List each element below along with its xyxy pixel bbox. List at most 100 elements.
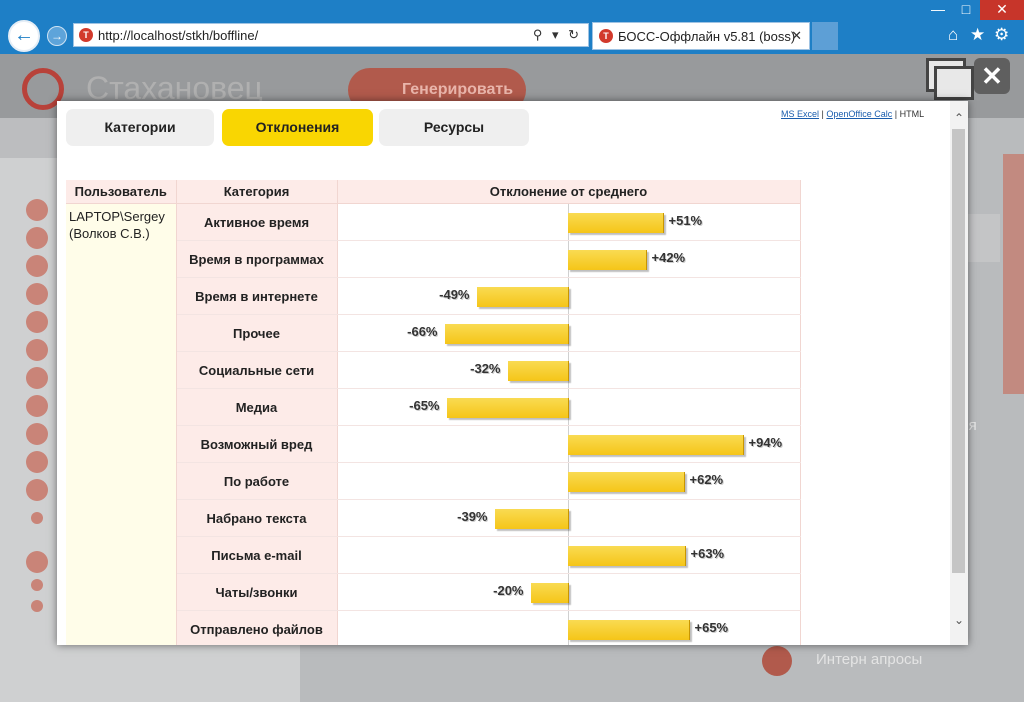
- maximize-button[interactable]: □: [961, 1, 971, 17]
- sidebar-home-icon: [26, 395, 48, 417]
- category-label: Письма e-mail: [176, 536, 338, 574]
- bar-cell: +51%: [337, 203, 801, 241]
- scrollbar-thumb[interactable]: [952, 129, 965, 573]
- minimize-button[interactable]: —: [931, 1, 945, 17]
- export-links: MS Excel | OpenOffice Calc | HTML: [781, 109, 924, 119]
- header-category: Категория: [176, 180, 338, 204]
- tab-resources[interactable]: Ресурсы: [379, 109, 529, 146]
- sidebar-home-icon: [26, 479, 48, 501]
- user-login: LAPTOP\Sergey: [69, 209, 165, 224]
- address-tools-icons[interactable]: ⚲ ▾ ↻: [532, 27, 582, 42]
- forward-button[interactable]: →: [47, 26, 67, 46]
- back-button[interactable]: ←: [8, 20, 40, 52]
- app-bottom-logo-icon: [762, 646, 792, 676]
- scroll-down-icon[interactable]: ⌄: [953, 613, 965, 627]
- header-deviation: Отклонение от среднего: [337, 180, 801, 204]
- deviation-bar: [567, 435, 744, 455]
- deviation-bar: [494, 509, 569, 529]
- bar-cell: -39%: [337, 499, 801, 537]
- vertical-scrollbar[interactable]: ⌃ ⌄: [950, 101, 968, 645]
- site-favicon-icon: Т: [79, 28, 93, 42]
- table-row: LAPTOP\Sergey (Волков С.В.) Активное время…: [66, 203, 801, 645]
- bar-value-label: +65%: [694, 620, 729, 635]
- table-row: Прочее -66%: [66, 314, 801, 352]
- tab-deviations[interactable]: Отклонения: [222, 109, 373, 146]
- bar-cell: +63%: [337, 536, 801, 574]
- category-label: Социальные сети: [176, 351, 338, 389]
- deviation-bar: [567, 250, 647, 270]
- table-row: Время в интернете -49%: [66, 277, 801, 315]
- table-row: Медиа -65%: [66, 388, 801, 426]
- bar-cell: +65%: [337, 610, 801, 645]
- scroll-up-icon[interactable]: ⌃: [953, 111, 965, 125]
- tab-favicon-icon: Т: [599, 29, 613, 43]
- category-label: Набрано текста: [176, 499, 338, 537]
- sidebar-home-icon: [26, 451, 48, 473]
- bar-cell: +62%: [337, 462, 801, 500]
- deviation-bar: [444, 324, 569, 344]
- export-calc-link[interactable]: OpenOffice Calc: [826, 109, 893, 119]
- category-label: Чаты/звонки: [176, 573, 338, 611]
- category-label: По работе: [176, 462, 338, 500]
- settings-gear-icon[interactable]: ⚙: [994, 25, 1010, 44]
- sidebar-small-icon: [31, 600, 43, 612]
- app-logo-text: Стахановец: [86, 70, 263, 106]
- bar-value-label: -65%: [409, 398, 440, 413]
- home-icon[interactable]: ⌂: [948, 25, 959, 44]
- export-html-label[interactable]: HTML: [899, 109, 925, 119]
- category-label: Прочее: [176, 314, 338, 352]
- window-close-button[interactable]: ✕: [980, 0, 1024, 20]
- sidebar-home-icon: [26, 199, 48, 221]
- generate-button-label: Генерировать: [402, 81, 514, 98]
- browser-tab[interactable]: Т БОСС-Оффлайн v5.81 (boss) ✕: [592, 22, 810, 50]
- bar-value-label: +42%: [651, 250, 686, 265]
- tab-close-icon[interactable]: ✕: [791, 28, 802, 43]
- bar-value-label: +62%: [689, 472, 724, 487]
- deviation-table: Пользователь Категория Отклонение от сре…: [66, 180, 801, 645]
- user-cell: LAPTOP\Sergey (Волков С.В.): [66, 203, 177, 645]
- report-modal: Категории Отклонения Ресурсы MS Excel | …: [57, 101, 968, 645]
- favorites-star-icon[interactable]: ★: [970, 25, 986, 44]
- deviation-bar: [507, 361, 569, 381]
- bar-value-label: -32%: [470, 361, 501, 376]
- bar-cell: +94%: [337, 425, 801, 463]
- table-body: LAPTOP\Sergey (Волков С.В.) Активное время…: [66, 203, 801, 645]
- deviation-bar: [567, 546, 686, 566]
- table-row: Социальные сети -32%: [66, 351, 801, 389]
- category-label: Отправлено файлов: [176, 610, 338, 645]
- app-logo-icon: [22, 68, 64, 110]
- bar-value-label: -39%: [457, 509, 488, 524]
- table-row: Чаты/звонки -20%: [66, 573, 801, 611]
- category-label: Время в интернете: [176, 277, 338, 315]
- export-excel-link[interactable]: MS Excel: [781, 109, 820, 119]
- category-label: Активное время: [176, 203, 338, 241]
- deviation-bar: [530, 583, 569, 603]
- app-bottom-text: Интерн апросы: [816, 651, 923, 668]
- bar-value-label: -49%: [439, 287, 470, 302]
- table-row: По работе +62%: [66, 462, 801, 500]
- table-header-row: Пользователь Категория Отклонение от сре…: [66, 180, 801, 204]
- category-label: Медиа: [176, 388, 338, 426]
- bar-cell: -49%: [337, 277, 801, 315]
- table-row: Письма e-mail +63%: [66, 536, 801, 574]
- bar-cell: -20%: [337, 573, 801, 611]
- sidebar-small-icon: [31, 512, 43, 524]
- bar-cell: -32%: [337, 351, 801, 389]
- sidebar-home-icon: [26, 551, 48, 573]
- window-restore-icon[interactable]: [926, 58, 974, 100]
- bar-cell: -65%: [337, 388, 801, 426]
- new-tab-button[interactable]: [812, 22, 838, 50]
- modal-close-button[interactable]: ✕: [974, 58, 1010, 94]
- address-url[interactable]: http://localhost/stkh/boffline/: [98, 28, 259, 43]
- deviation-bar: [567, 213, 664, 233]
- deviation-bar: [476, 287, 569, 307]
- table-row: Отправлено файлов +65%: [66, 610, 801, 645]
- table-row: Набрано текста -39%: [66, 499, 801, 537]
- bar-value-label: +63%: [690, 546, 725, 561]
- sidebar-home-icon: [26, 367, 48, 389]
- address-bar[interactable]: Т http://localhost/stkh/boffline/ ⚲ ▾ ↻: [73, 23, 589, 47]
- sidebar-home-icon: [26, 423, 48, 445]
- tab-categories[interactable]: Категории: [66, 109, 214, 146]
- bar-value-label: -20%: [493, 583, 524, 598]
- sidebar-home-icon: [26, 255, 48, 277]
